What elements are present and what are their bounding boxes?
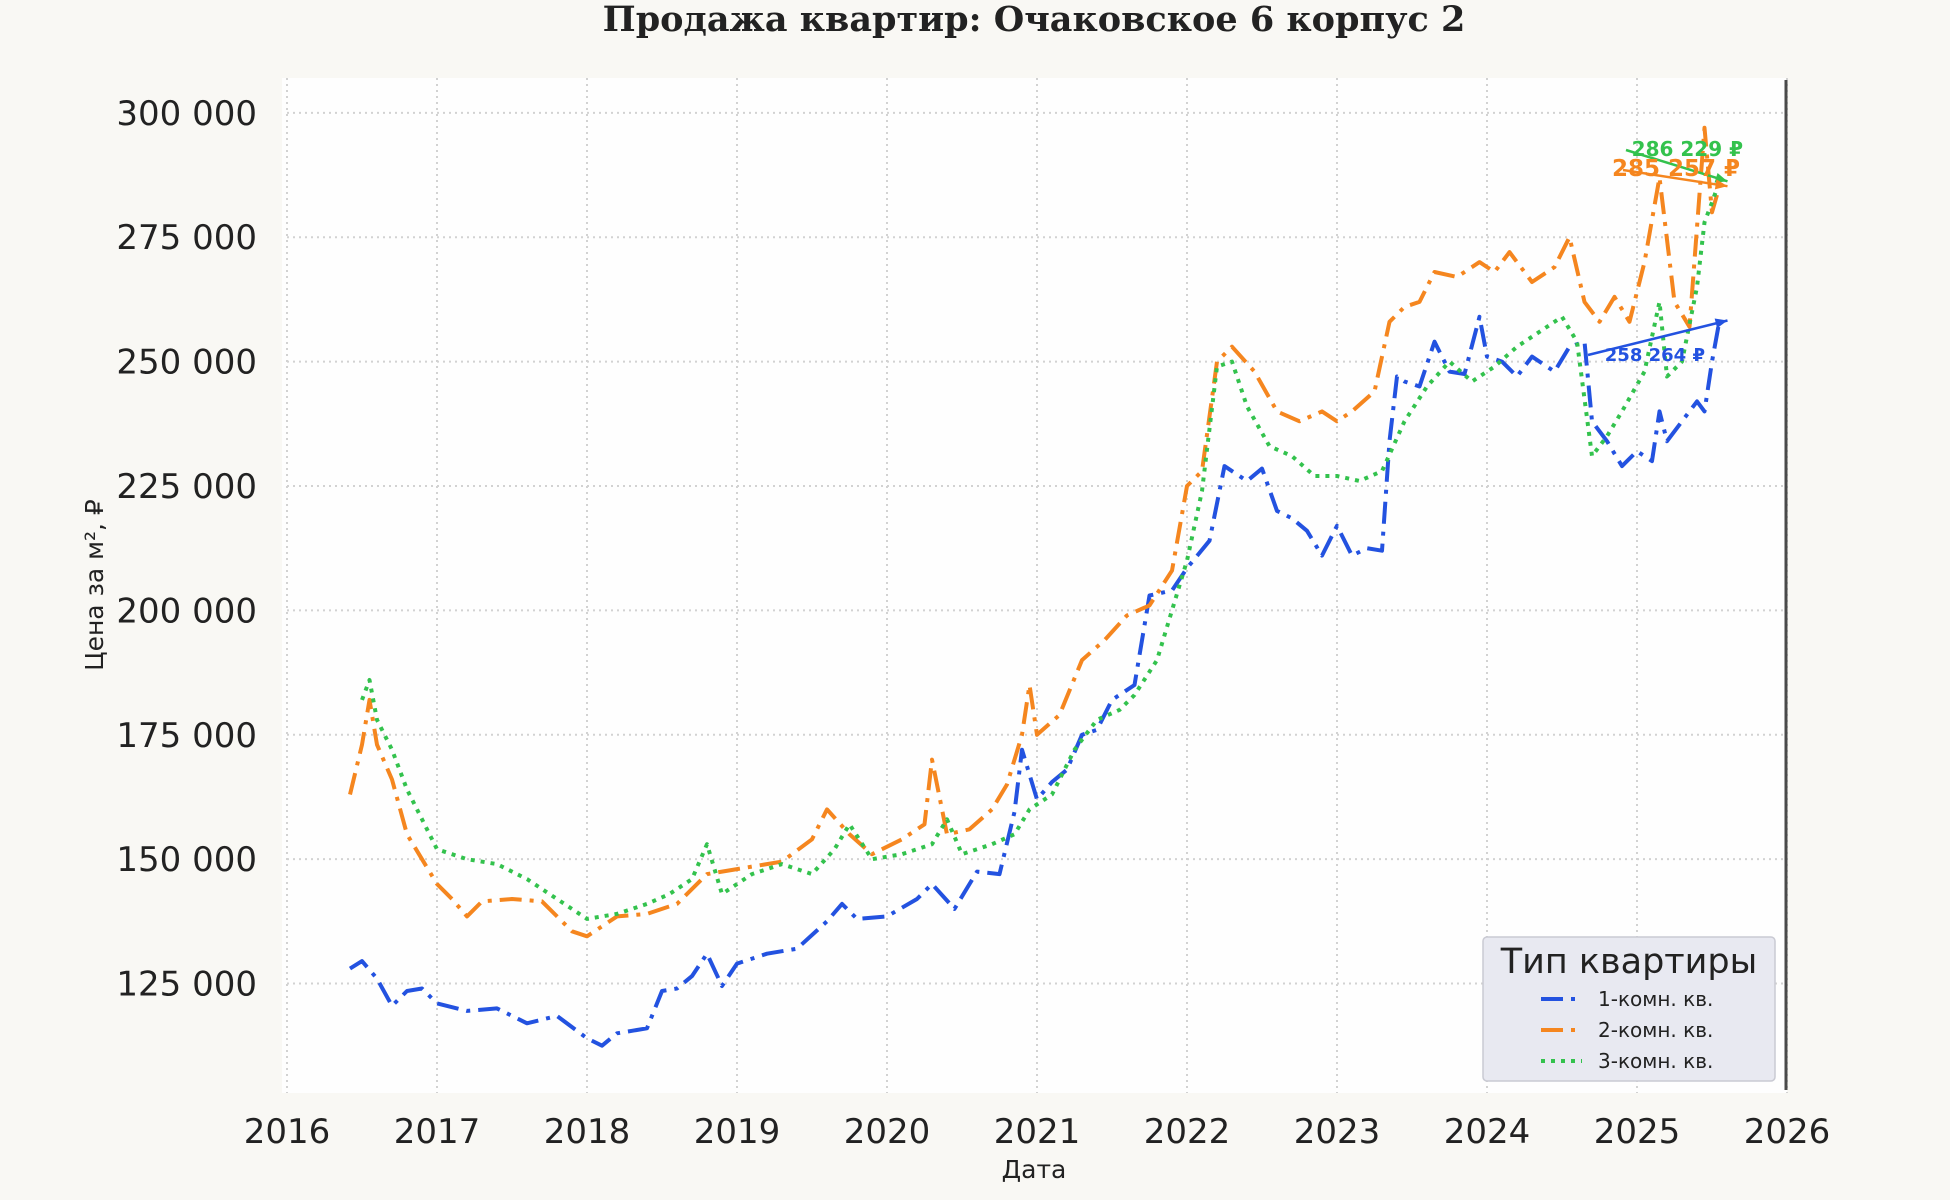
- legend-label: 3-комн. кв.: [1598, 1049, 1713, 1073]
- series-line-2-room: [348, 125, 1722, 939]
- x-tick-label: 2026: [1744, 1112, 1831, 1152]
- x-tick-label: 2025: [1594, 1112, 1681, 1152]
- legend-title: Тип квартиры: [1500, 942, 1758, 982]
- x-tick-label: 2021: [994, 1112, 1081, 1152]
- y-tick-label: 250 000: [116, 343, 257, 383]
- x-tick-label: 2024: [1444, 1112, 1531, 1152]
- y-tick-label: 300 000: [116, 94, 257, 134]
- end-value-label-3: 258 264 ₽: [1605, 345, 1705, 366]
- annotation-arrowhead: [1714, 318, 1728, 329]
- end-annotations: 286 229 ₽285 257 ₽ 258 264 ₽: [1587, 137, 1743, 366]
- legend-box: [1482, 936, 1776, 1082]
- series-line-3-room: [360, 180, 1722, 921]
- annotation-arrowhead: [1714, 179, 1728, 190]
- end-value-label-2: 285 257 ₽: [1612, 156, 1740, 182]
- x-tick-label: 2016: [244, 1112, 331, 1152]
- y-axis-ticks: 125 000 150 000 175 000 200 000 225 000 250 0…: [116, 94, 257, 1005]
- x-tick-label: 2020: [844, 1112, 931, 1152]
- series-line-1-room: [348, 314, 1722, 1048]
- plot-area: [282, 78, 1787, 1093]
- y-tick-label: 175 000: [116, 716, 257, 756]
- legend-label: 2-комн. кв.: [1598, 1018, 1713, 1042]
- y-tick-label: 275 000: [116, 218, 257, 258]
- legend-label: 1-комн. кв.: [1598, 987, 1713, 1011]
- x-tick-label: 2018: [544, 1112, 631, 1152]
- x-tick-label: 2019: [694, 1112, 781, 1152]
- x-tick-label: 2022: [1144, 1112, 1231, 1152]
- x-tick-label: 2017: [394, 1112, 481, 1152]
- x-tick-label: 2023: [1294, 1112, 1381, 1152]
- end-value-label-1: 286 229 ₽: [1632, 137, 1743, 161]
- x-axis-ticks: 2016 2017 2018 2019 2020 2021 2022 2023 2024 2025…: [244, 1112, 1831, 1152]
- legend: Тип квартиры 1-комн. кв. 2-комн. кв. 3-ком…: [1482, 936, 1776, 1082]
- annotation-arrow: [1587, 319, 1728, 357]
- annotation-arrow: [1622, 168, 1728, 188]
- y-tick-label: 125 000: [116, 965, 257, 1005]
- series-layer: [348, 125, 1722, 1048]
- annotation-arrow: [1625, 148, 1728, 183]
- x-axis-title: Дата: [1002, 1155, 1067, 1184]
- y-tick-label: 150 000: [116, 840, 257, 880]
- chart-title: Продажа квартир: Очаковское 6 корпус 2: [603, 0, 1466, 40]
- y-tick-label: 200 000: [116, 591, 257, 631]
- y-axis-title: Цена за м², ₽: [80, 499, 109, 671]
- legend-entries: 1-комн. кв. 2-комн. кв. 3-комн. кв.: [1541, 987, 1713, 1073]
- y-tick-label: 225 000: [116, 467, 257, 507]
